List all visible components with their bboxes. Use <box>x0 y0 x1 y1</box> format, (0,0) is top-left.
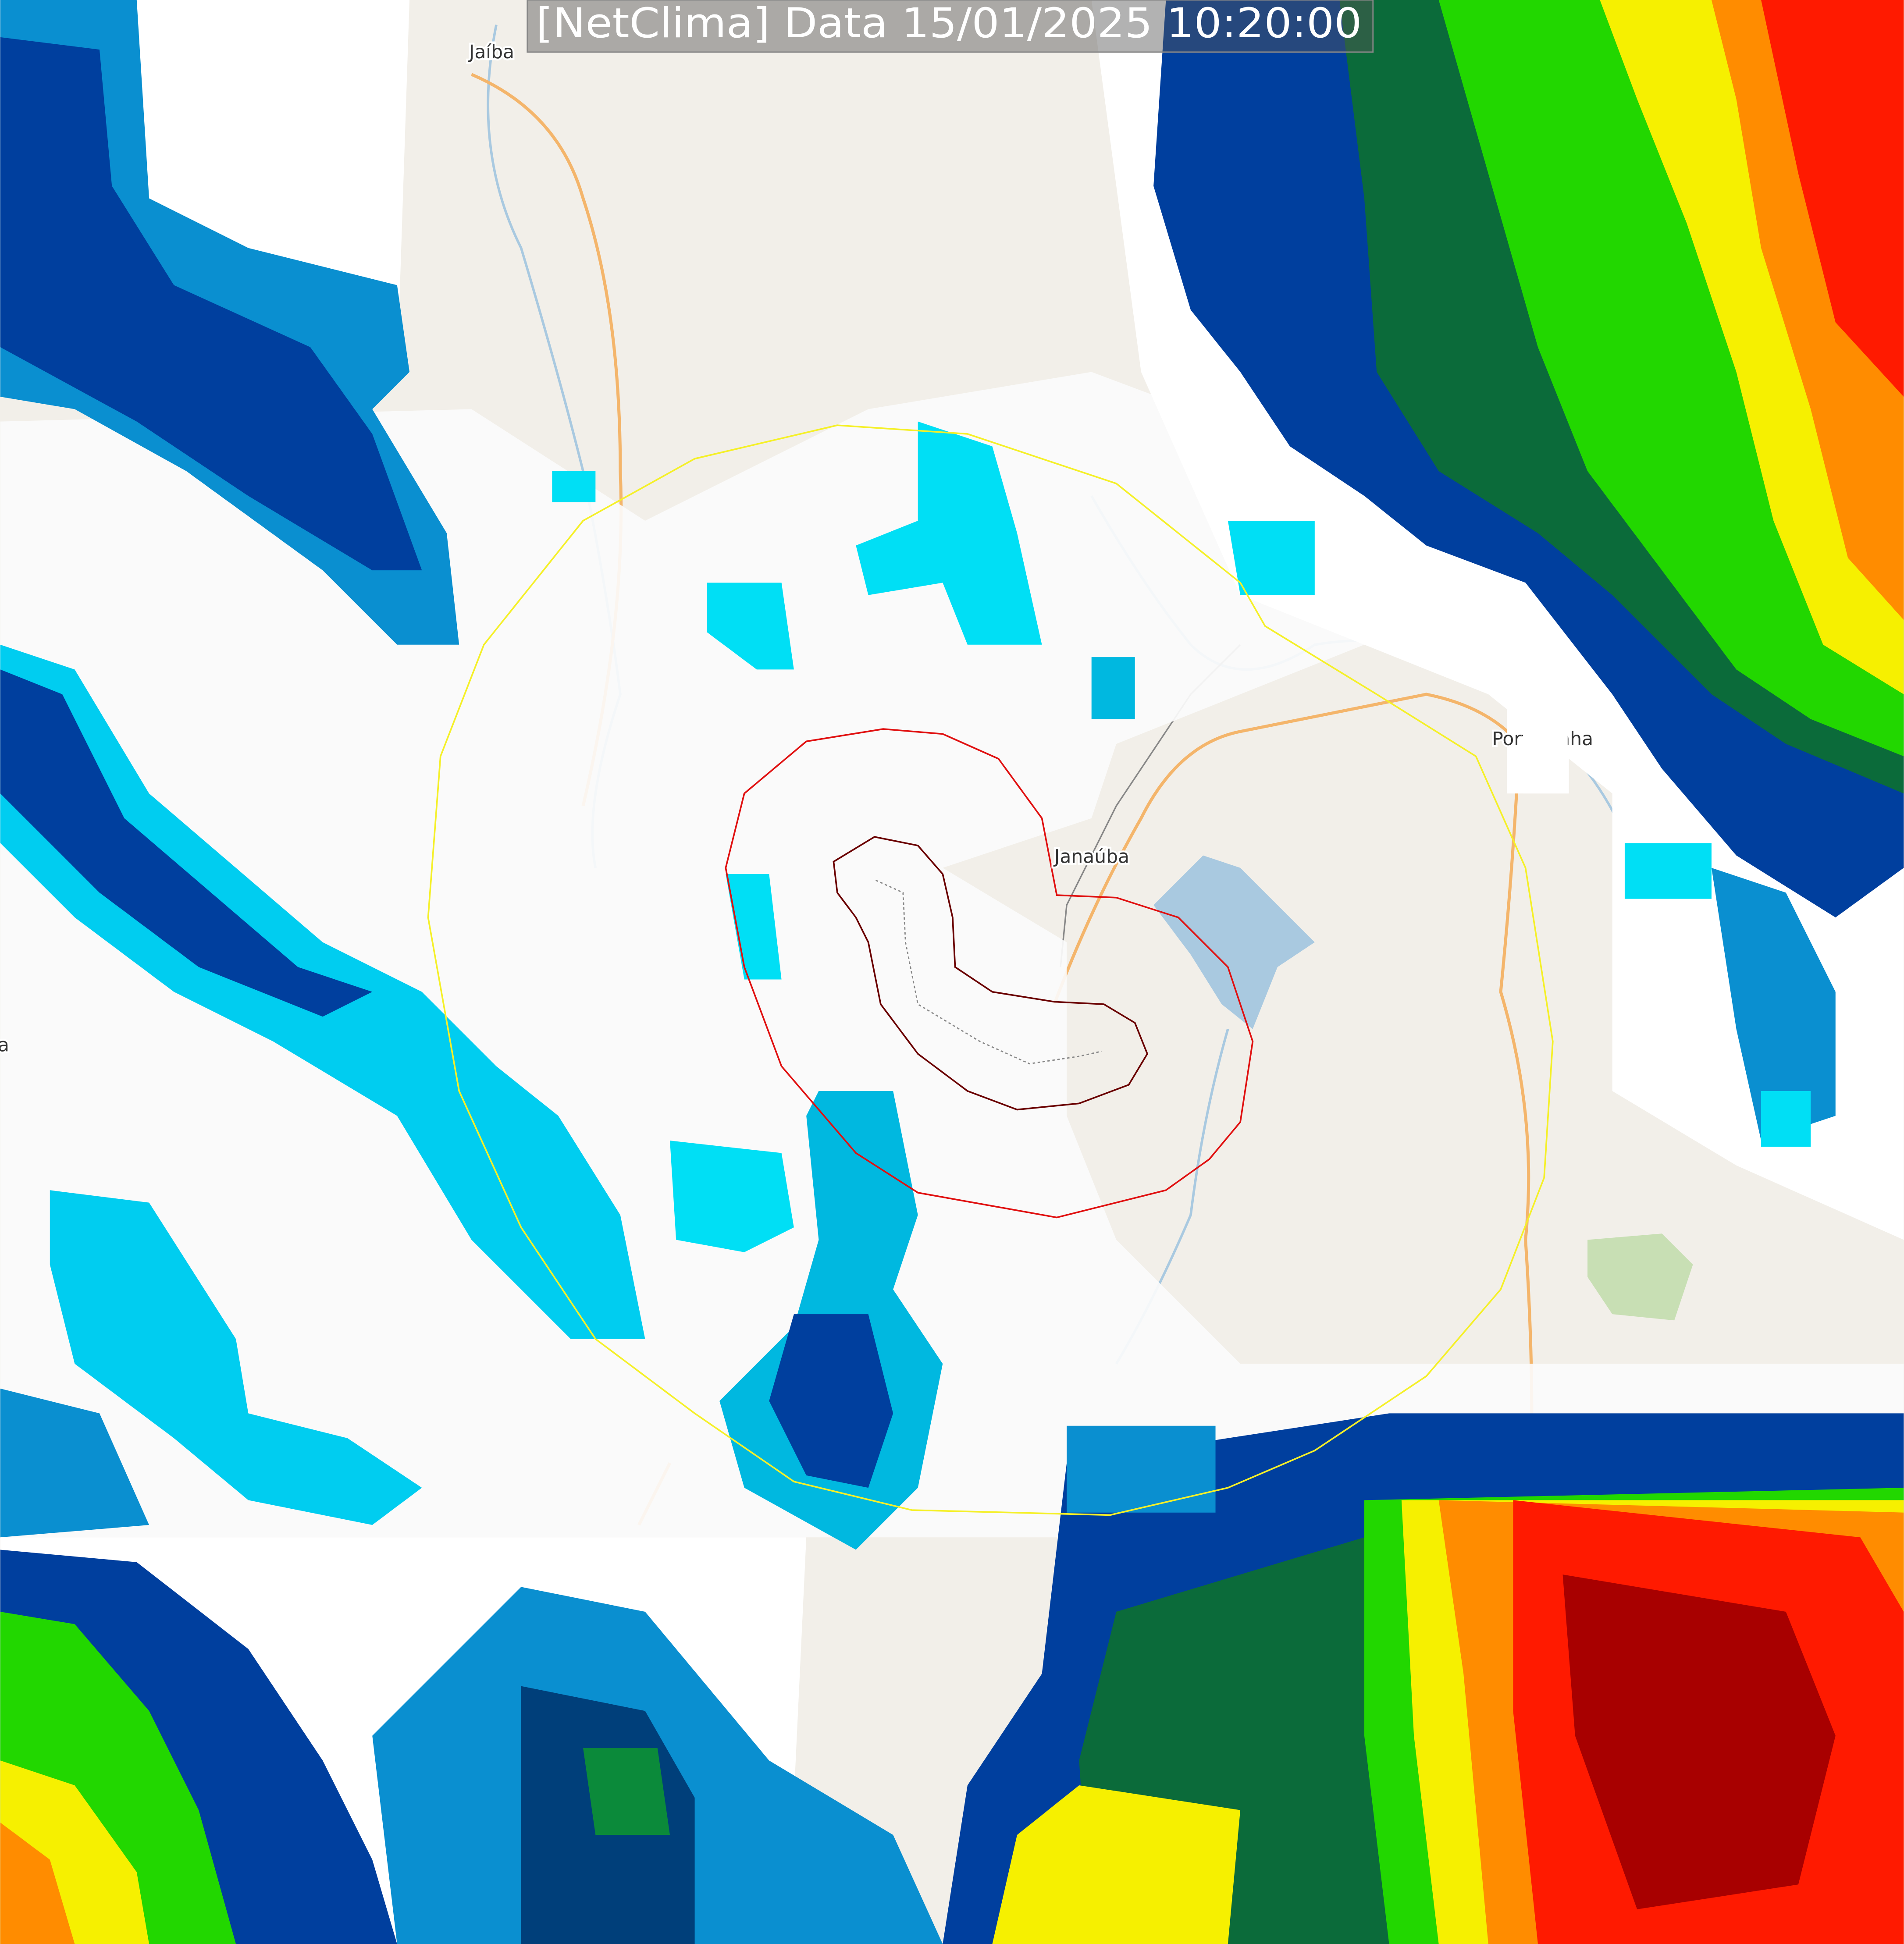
track <box>875 879 1102 1065</box>
place-label: Jaíba <box>468 42 514 63</box>
park-area <box>1587 1233 1693 1321</box>
echo-cyan <box>50 1190 422 1525</box>
echo-blue <box>1711 867 1836 1141</box>
echo-light <box>1091 0 1904 1240</box>
range-ring-red <box>725 728 1254 1219</box>
echo-yellow <box>992 1785 1241 1944</box>
echo-cyan <box>707 583 794 670</box>
range-ring-inner <box>833 836 1149 1111</box>
place-label: Janaúba <box>1053 846 1129 868</box>
echo-cyan <box>726 874 782 980</box>
title-box <box>527 0 1374 53</box>
echo-darkred <box>1562 1574 1836 1909</box>
echo-darkgreen <box>583 1748 670 1835</box>
echo-cyan <box>1228 520 1315 595</box>
echo-cyan <box>856 421 1042 645</box>
echo-cyan <box>1091 657 1135 719</box>
title: [NetClima] Data 15/01/2025 10:20:00 <box>536 0 1362 47</box>
echo-darkblue <box>769 1314 893 1488</box>
reservoir <box>1153 855 1315 1029</box>
echo-cyan <box>670 1141 794 1252</box>
place-label: a <box>0 1035 9 1056</box>
echo-cyan <box>1624 843 1712 899</box>
echo-red <box>1761 0 1904 397</box>
road <box>1053 693 1534 1550</box>
echo-orange <box>0 1822 75 1944</box>
range-ring-outer <box>427 424 1554 1516</box>
echo-blue <box>0 1388 149 1538</box>
echo-darkblue <box>0 37 422 571</box>
echo-light <box>1523 725 1568 794</box>
echo-blue <box>1067 1425 1216 1513</box>
echo-cyan <box>552 471 596 502</box>
echo-cyan <box>1761 1091 1811 1147</box>
